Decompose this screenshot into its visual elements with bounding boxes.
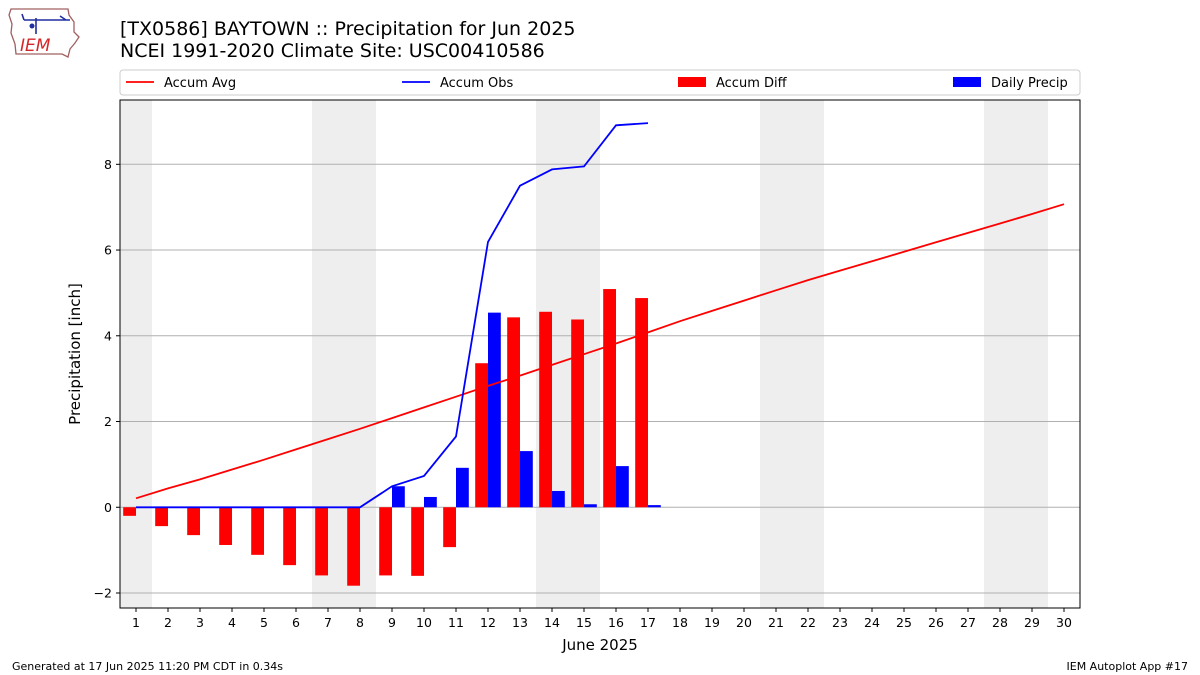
accum-diff-bar: [187, 507, 200, 536]
plot-frame: [119, 99, 1081, 609]
legend-label: Accum Diff: [716, 76, 788, 91]
iem-logo: IEM: [8, 8, 80, 58]
x-tick-label: 13: [512, 615, 528, 630]
x-tick-label: 17: [640, 615, 656, 630]
y-gridlines: [120, 163, 1080, 594]
legend-box: [119, 69, 1081, 96]
x-tick-label: 8: [356, 615, 364, 630]
bar-series: [123, 289, 661, 586]
x-tick-label: 11: [448, 615, 464, 630]
iowa-outline-shape: [8, 8, 80, 58]
daily-precip-bar: [392, 486, 405, 508]
legend-swatch-bar: [678, 77, 706, 87]
chart-subtitle: NCEI 1991-2020 Climate Site: USC00410586: [120, 40, 545, 62]
generated-timestamp: Generated at 17 Jun 2025 11:20 PM CDT in…: [12, 660, 284, 673]
weekend-band: [760, 100, 824, 608]
x-tick-label: 21: [768, 615, 784, 630]
daily-precip-bar: [456, 467, 469, 508]
weather-vane-icon: [21, 13, 70, 34]
accum-diff-bar: [347, 507, 360, 586]
x-tick-label: 29: [1024, 615, 1040, 630]
chart-title: [TX0586] BAYTOWN :: Precipitation for Ju…: [120, 18, 576, 40]
x-axis-ticks: 1 2 3 4 5 6 7 8 9 10 11 12 13 14 15 16 17 18 19 20 21 22 23 24 2…: [132, 608, 1072, 630]
accum-diff-bar: [443, 507, 456, 548]
x-tick-label: 10: [416, 615, 432, 630]
accum-diff-bar: [315, 507, 328, 576]
daily-precip-bar: [424, 496, 437, 508]
x-tick-label: 15: [576, 615, 592, 630]
y-axis-ticks: −2 0 2 4 6 8: [94, 157, 120, 600]
x-tick-label: 4: [228, 615, 236, 630]
x-tick-label: 6: [292, 615, 300, 630]
legend-swatch-bar: [953, 77, 981, 87]
logo-text: IEM: [20, 36, 51, 56]
x-tick-label: 9: [388, 615, 396, 630]
accum-avg-line: [135, 203, 1065, 500]
autoplot-app-label: IEM Autoplot App #17: [1066, 660, 1189, 673]
accum-diff-bar: [219, 507, 232, 545]
x-tick-label: 25: [896, 615, 912, 630]
y-tick-label: 8: [104, 157, 112, 172]
legend-label: Accum Avg: [164, 76, 236, 91]
accum-diff-bar: [507, 317, 520, 508]
x-tick-label: 28: [992, 615, 1008, 630]
y-tick-label: 0: [104, 500, 112, 515]
accum-diff-bar: [475, 363, 488, 508]
daily-precip-bar: [488, 312, 501, 508]
y-tick-label: 2: [104, 414, 112, 429]
accum-diff-bar: [635, 298, 648, 508]
x-tick-label: 27: [960, 615, 976, 630]
y-tick-label: 6: [104, 243, 112, 258]
daily-precip-bar: [616, 466, 629, 508]
y-tick-label: −2: [94, 585, 112, 600]
x-tick-label: 1: [132, 615, 140, 630]
legend-label: Daily Precip: [991, 76, 1068, 91]
accum-diff-bar: [539, 311, 552, 508]
accum-diff-bar: [379, 507, 392, 576]
x-tick-label: 2: [164, 615, 172, 630]
accum-diff-bar: [155, 507, 168, 527]
weekend-band: [984, 100, 1048, 608]
x-tick-label: 19: [704, 615, 720, 630]
legend-label: Accum Obs: [440, 76, 513, 91]
legend: Accum Avg Accum Obs Accum Diff Daily Precip: [119, 69, 1081, 96]
daily-precip-bar: [552, 490, 565, 508]
x-tick-label: 12: [480, 615, 496, 630]
daily-precip-bar: [648, 505, 661, 508]
daily-precip-bar: [520, 451, 533, 508]
x-axis-label: June 2025: [561, 636, 638, 654]
x-tick-label: 5: [260, 615, 268, 630]
x-tick-label: 3: [196, 615, 204, 630]
x-tick-label: 16: [608, 615, 624, 630]
line-series: [135, 122, 1065, 509]
accum-obs-line: [136, 122, 649, 509]
x-tick-label: 22: [800, 615, 816, 630]
x-tick-label: 26: [928, 615, 944, 630]
x-tick-label: 14: [544, 615, 560, 630]
x-tick-label: 24: [864, 615, 880, 630]
x-tick-label: 30: [1056, 615, 1072, 630]
y-axis-label: Precipitation [inch]: [66, 283, 84, 425]
x-tick-label: 7: [324, 615, 332, 630]
accum-diff-bar: [603, 289, 616, 508]
y-tick-label: 4: [104, 328, 112, 343]
x-tick-label: 20: [736, 615, 752, 630]
daily-precip-bar: [584, 504, 597, 508]
accum-diff-bar: [283, 507, 296, 566]
x-tick-label: 18: [672, 615, 688, 630]
accum-diff-bar: [571, 319, 584, 508]
accum-diff-bar: [411, 507, 424, 576]
x-tick-label: 23: [832, 615, 848, 630]
weekend-band: [120, 100, 152, 608]
accum-diff-bar: [123, 507, 136, 516]
accum-diff-bar: [251, 507, 264, 555]
